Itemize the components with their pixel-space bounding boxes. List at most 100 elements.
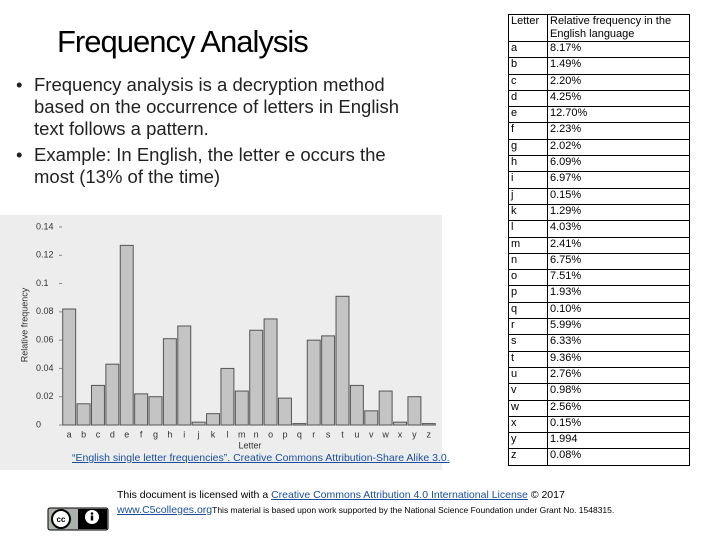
bar [306, 339, 321, 426]
table-row: e 12.70% [508, 106, 690, 124]
footer: This document is licensed with a Creativ… [117, 488, 617, 518]
bar [263, 318, 278, 426]
frequency-cell: 2.56% [547, 399, 690, 417]
frequency-cell: 2.02% [547, 138, 690, 157]
license-link[interactable]: Creative Commons Attribution 4.0 Interna… [271, 489, 528, 501]
slide-title: Frequency Analysis [57, 24, 309, 59]
letter-cell: n [508, 252, 548, 271]
frequency-table: Letter Relative frequency in the English … [508, 14, 690, 466]
frequency-cell: 1.29% [547, 203, 690, 222]
frequency-cell: 9.36% [547, 350, 690, 368]
bar [321, 335, 336, 426]
x-tick-label: l [226, 429, 228, 439]
x-tick-label: c [96, 429, 101, 439]
table-row: g 2.02% [508, 138, 690, 157]
x-tick-label: v [369, 429, 374, 439]
table-row: k 1.29% [508, 203, 690, 222]
table-row: c 2.20% [508, 73, 690, 91]
table-row: s 6.33% [508, 334, 690, 352]
x-tick-label: k [211, 429, 216, 439]
table-row: t 9.36% [508, 350, 690, 368]
letter-cell: w [508, 399, 548, 417]
frequency-cell: 2.41% [547, 236, 690, 254]
y-tick-label: 0 [36, 419, 41, 429]
bar [421, 423, 436, 426]
site-link[interactable]: www.C5colleges.org [117, 504, 213, 516]
x-tick-label: u [354, 429, 359, 439]
y-tick-label: 0.1 [36, 278, 49, 288]
x-tick-label: z [427, 429, 432, 439]
frequency-cell: 0.10% [547, 301, 690, 320]
frequency-cell: 2.23% [547, 122, 690, 140]
table-row: h 6.09% [508, 155, 690, 173]
y-axis-label: Relative frequency [19, 287, 29, 362]
frequency-cell: 7.51% [547, 269, 690, 287]
bullet-list: Frequency analysis is a decryption metho… [16, 74, 406, 192]
bar [292, 423, 307, 426]
table-header: Letter Relative frequency in the English … [508, 14, 690, 42]
letter-cell: o [508, 269, 548, 287]
bar [105, 363, 120, 426]
cc-icon: cc [47, 507, 109, 531]
letter-cell: r [508, 318, 548, 336]
bar [378, 390, 393, 426]
frequency-cell: 6.09% [547, 155, 690, 173]
bar [134, 393, 149, 426]
bar [220, 367, 235, 426]
x-tick-label: w [381, 429, 389, 439]
bar [119, 244, 134, 426]
bar [234, 390, 249, 426]
frequency-cell: 4.03% [547, 220, 690, 238]
letter-cell: q [508, 301, 548, 320]
bar [407, 396, 422, 426]
frequency-cell: 1.93% [547, 285, 690, 303]
frequency-cell: 4.25% [547, 89, 690, 108]
letter-cell: z [508, 448, 548, 466]
bar [393, 421, 408, 426]
y-tick-label: 0.12 [36, 250, 54, 260]
bar [148, 396, 163, 426]
letter-cell: x [508, 415, 548, 434]
x-tick-label: y [412, 429, 417, 439]
table-row: a 8.17% [508, 40, 690, 59]
bar [249, 329, 264, 426]
bar [277, 397, 292, 426]
bullet: Frequency analysis is a decryption metho… [16, 74, 406, 140]
letter-cell: d [508, 89, 548, 108]
letter-cell: i [508, 171, 548, 189]
letter-cell: g [508, 138, 548, 157]
bar [206, 413, 221, 426]
x-tick-label: x [398, 429, 403, 439]
frequency-cell: 0.15% [547, 415, 690, 434]
image-caption[interactable]: “English single letter frequencies”. Cre… [72, 452, 450, 464]
header-cell: Letter [508, 14, 548, 42]
letter-cell: c [508, 73, 548, 91]
footer-text: This document is licensed with a [117, 489, 269, 501]
x-tick-label: h [167, 429, 172, 439]
frequency-cell: 0.08% [547, 448, 690, 466]
x-tick-label: f [140, 429, 143, 439]
letter-cell: v [508, 383, 548, 401]
x-tick-label: j [197, 429, 200, 439]
x-tick-label: d [110, 429, 115, 439]
x-tick-label: s [326, 429, 331, 439]
table-row: u 2.76% [508, 366, 690, 385]
x-axis-label: Letter [238, 440, 261, 450]
letter-cell: m [508, 236, 548, 254]
x-tick-label: t [341, 429, 344, 439]
bar [191, 421, 206, 426]
frequency-cell: 6.97% [547, 171, 690, 189]
y-tick-label: 0.04 [36, 363, 54, 373]
frequency-cell: 6.33% [547, 334, 690, 352]
table-row: n 6.75% [508, 252, 690, 271]
letter-cell: s [508, 334, 548, 352]
x-tick-label: i [183, 429, 185, 439]
table-row: y 1.994 [508, 432, 690, 450]
y-tick-label: 0.14 [36, 221, 54, 231]
letter-cell: p [508, 285, 548, 303]
table-row: x 0.15% [508, 415, 690, 434]
x-tick-label: p [282, 429, 287, 439]
table-row: z 0.08% [508, 448, 690, 466]
table-row: o 7.51% [508, 269, 690, 287]
